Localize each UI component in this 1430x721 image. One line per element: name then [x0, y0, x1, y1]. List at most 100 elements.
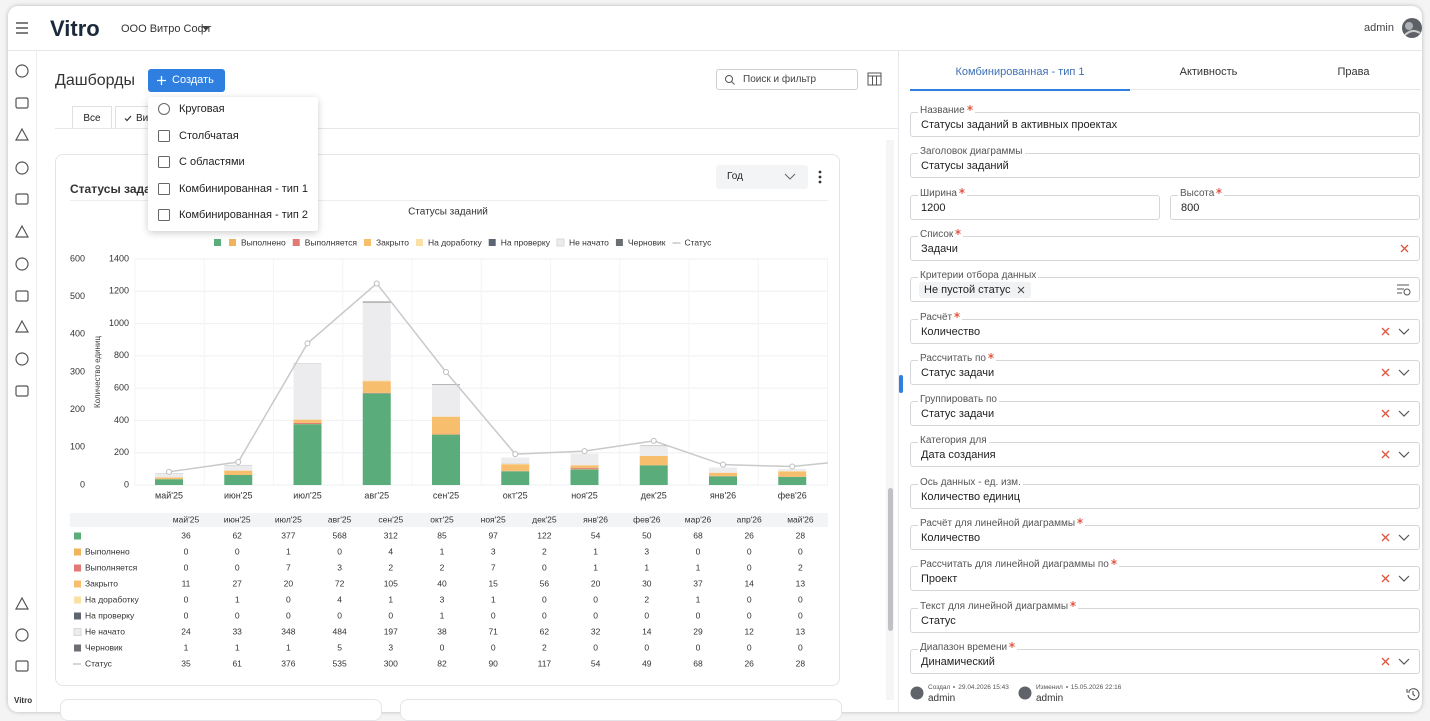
sidebar-icon[interactable] [15, 64, 29, 78]
clear-icon[interactable] [1381, 533, 1390, 542]
field-label: Список [918, 228, 964, 241]
user-name[interactable]: admin [1364, 22, 1394, 34]
dropdown-icon[interactable] [1398, 658, 1410, 665]
sidebar-icon[interactable] [15, 290, 29, 302]
dropdown-icon[interactable] [1398, 575, 1410, 583]
create-button[interactable]: Создать [148, 69, 225, 92]
menu-item[interactable]: Круговая [148, 96, 318, 122]
required-mark [1009, 641, 1015, 648]
field-label-text: Расчёт [920, 311, 953, 323]
tab-all[interactable]: Все [72, 106, 112, 129]
scroll-thumb[interactable] [888, 488, 893, 631]
sidebar-icon[interactable] [15, 97, 29, 109]
org-caret[interactable] [201, 25, 211, 32]
form-field[interactable]: Категория для Дата создания [910, 435, 1420, 468]
icon-shape [1018, 686, 1032, 700]
field-label: Группировать по [918, 394, 999, 407]
icon-shape [158, 103, 170, 115]
line-point [373, 280, 380, 287]
panel-handle[interactable] [899, 375, 903, 393]
filter-icon[interactable] [1397, 284, 1409, 294]
icon-shape [955, 228, 962, 235]
line-point [166, 468, 172, 475]
menu-item[interactable]: С областями [148, 149, 318, 175]
sidebar-icon[interactable] [14, 224, 30, 238]
clear-icon[interactable] [1381, 327, 1390, 335]
field-value: Проект [921, 573, 958, 586]
period-select[interactable]: Год [716, 165, 808, 189]
menu-item[interactable]: Комбинированная - тип 1 [148, 176, 318, 202]
clear-icon[interactable] [1381, 574, 1390, 583]
dropdown-icon[interactable] [1398, 451, 1410, 459]
menu-icon [158, 209, 170, 222]
table-cell: 13 [796, 626, 806, 636]
form-field[interactable]: Название Статусы заданий в активных проек… [910, 105, 1420, 137]
dropdown-icon[interactable] [1398, 369, 1410, 376]
form-field[interactable]: Рассчитать по Статус задачи [910, 352, 1420, 385]
table-cell: 20 [591, 578, 601, 588]
panel-tab[interactable]: Комбинированная - тип 1 [910, 58, 1130, 91]
form-field[interactable]: Высота 800 [1170, 187, 1420, 220]
form-field[interactable]: Группировать по Статус задачи [910, 394, 1420, 427]
field-label: Название [918, 105, 975, 117]
clear-icon[interactable] [1381, 409, 1390, 418]
sidebar-icon[interactable] [15, 660, 29, 672]
org-selector[interactable]: ООО Витро Софт [121, 23, 212, 35]
field-value: Дата создания [921, 449, 996, 462]
sidebar-icon[interactable] [15, 628, 29, 642]
table-swatch [74, 532, 81, 540]
form-field[interactable]: Расчёт Количество [910, 311, 1420, 344]
table-cell: 0 [184, 562, 189, 572]
table-cell: 2 [388, 562, 393, 572]
form-field[interactable]: Расчёт для линейной диаграммы Количество [910, 518, 1420, 550]
table-cell: 4 [337, 594, 342, 604]
menu-burger[interactable] [14, 21, 30, 35]
dropdown-icon[interactable] [1398, 328, 1410, 335]
sidebar-icon[interactable] [15, 161, 29, 175]
clear-icon[interactable] [1381, 368, 1390, 377]
menu-item[interactable]: Столбчатая [148, 123, 318, 149]
logo[interactable]: Vitro [50, 16, 100, 41]
form-field[interactable]: Ось данных - ед. изм. Количество единиц [910, 476, 1420, 509]
sidebar-icon[interactable] [15, 352, 29, 366]
columns-button[interactable] [867, 72, 882, 86]
dropdown-icon[interactable] [1398, 410, 1410, 417]
form-field[interactable]: Текст для линейной диаграммы Статус [910, 600, 1420, 633]
sidebar [14, 64, 30, 672]
form-field[interactable]: Критерии отбора данных Не пустой статус [910, 270, 1420, 303]
avatar[interactable] [1401, 17, 1423, 39]
panel-tab[interactable]: Активность [1179, 66, 1238, 78]
table-cell: 0 [593, 610, 598, 620]
clear-icon[interactable] [1381, 450, 1390, 459]
table-cell: 0 [644, 610, 649, 620]
form-field[interactable]: Список Задачи [910, 228, 1420, 261]
bar-segment [224, 470, 253, 475]
form-field[interactable]: Заголовок диаграммы Статусы заданий [910, 146, 1420, 179]
sidebar-icon[interactable] [14, 319, 30, 333]
y2-tick-label: 200 [70, 404, 85, 414]
table-cell: 1 [286, 642, 291, 652]
menu-item[interactable]: Комбинированная - тип 2 [148, 202, 318, 228]
chip-remove[interactable] [1017, 286, 1025, 294]
clear-icon[interactable] [1400, 244, 1409, 253]
sidebar-icon[interactable] [14, 596, 30, 610]
sidebar-icon[interactable] [15, 257, 29, 271]
sidebar-icon[interactable] [14, 127, 30, 141]
form-field[interactable]: Ширина 1200 [910, 187, 1160, 220]
search-box[interactable]: Поиск и фильтр [716, 69, 858, 90]
table-cell: 197 [384, 626, 398, 636]
icon-shape [15, 64, 29, 78]
dropdown-icon[interactable] [1398, 534, 1410, 541]
form-field[interactable]: Диапазон времени Динамический [910, 641, 1420, 674]
table-row-label: Выполнено [85, 546, 130, 556]
clear-icon[interactable] [1381, 657, 1390, 666]
card-menu[interactable] [816, 169, 824, 185]
icon-shape [14, 224, 30, 238]
table-cell: 54 [591, 530, 601, 540]
history-button[interactable] [1406, 687, 1420, 701]
sidebar-icon[interactable] [15, 193, 29, 205]
table-cell: 56 [540, 578, 550, 588]
form-field[interactable]: Рассчитать для линейной диаграммы по Прое… [910, 559, 1420, 592]
sidebar-icon[interactable] [15, 385, 29, 397]
panel-tab[interactable]: Права [1337, 66, 1370, 78]
